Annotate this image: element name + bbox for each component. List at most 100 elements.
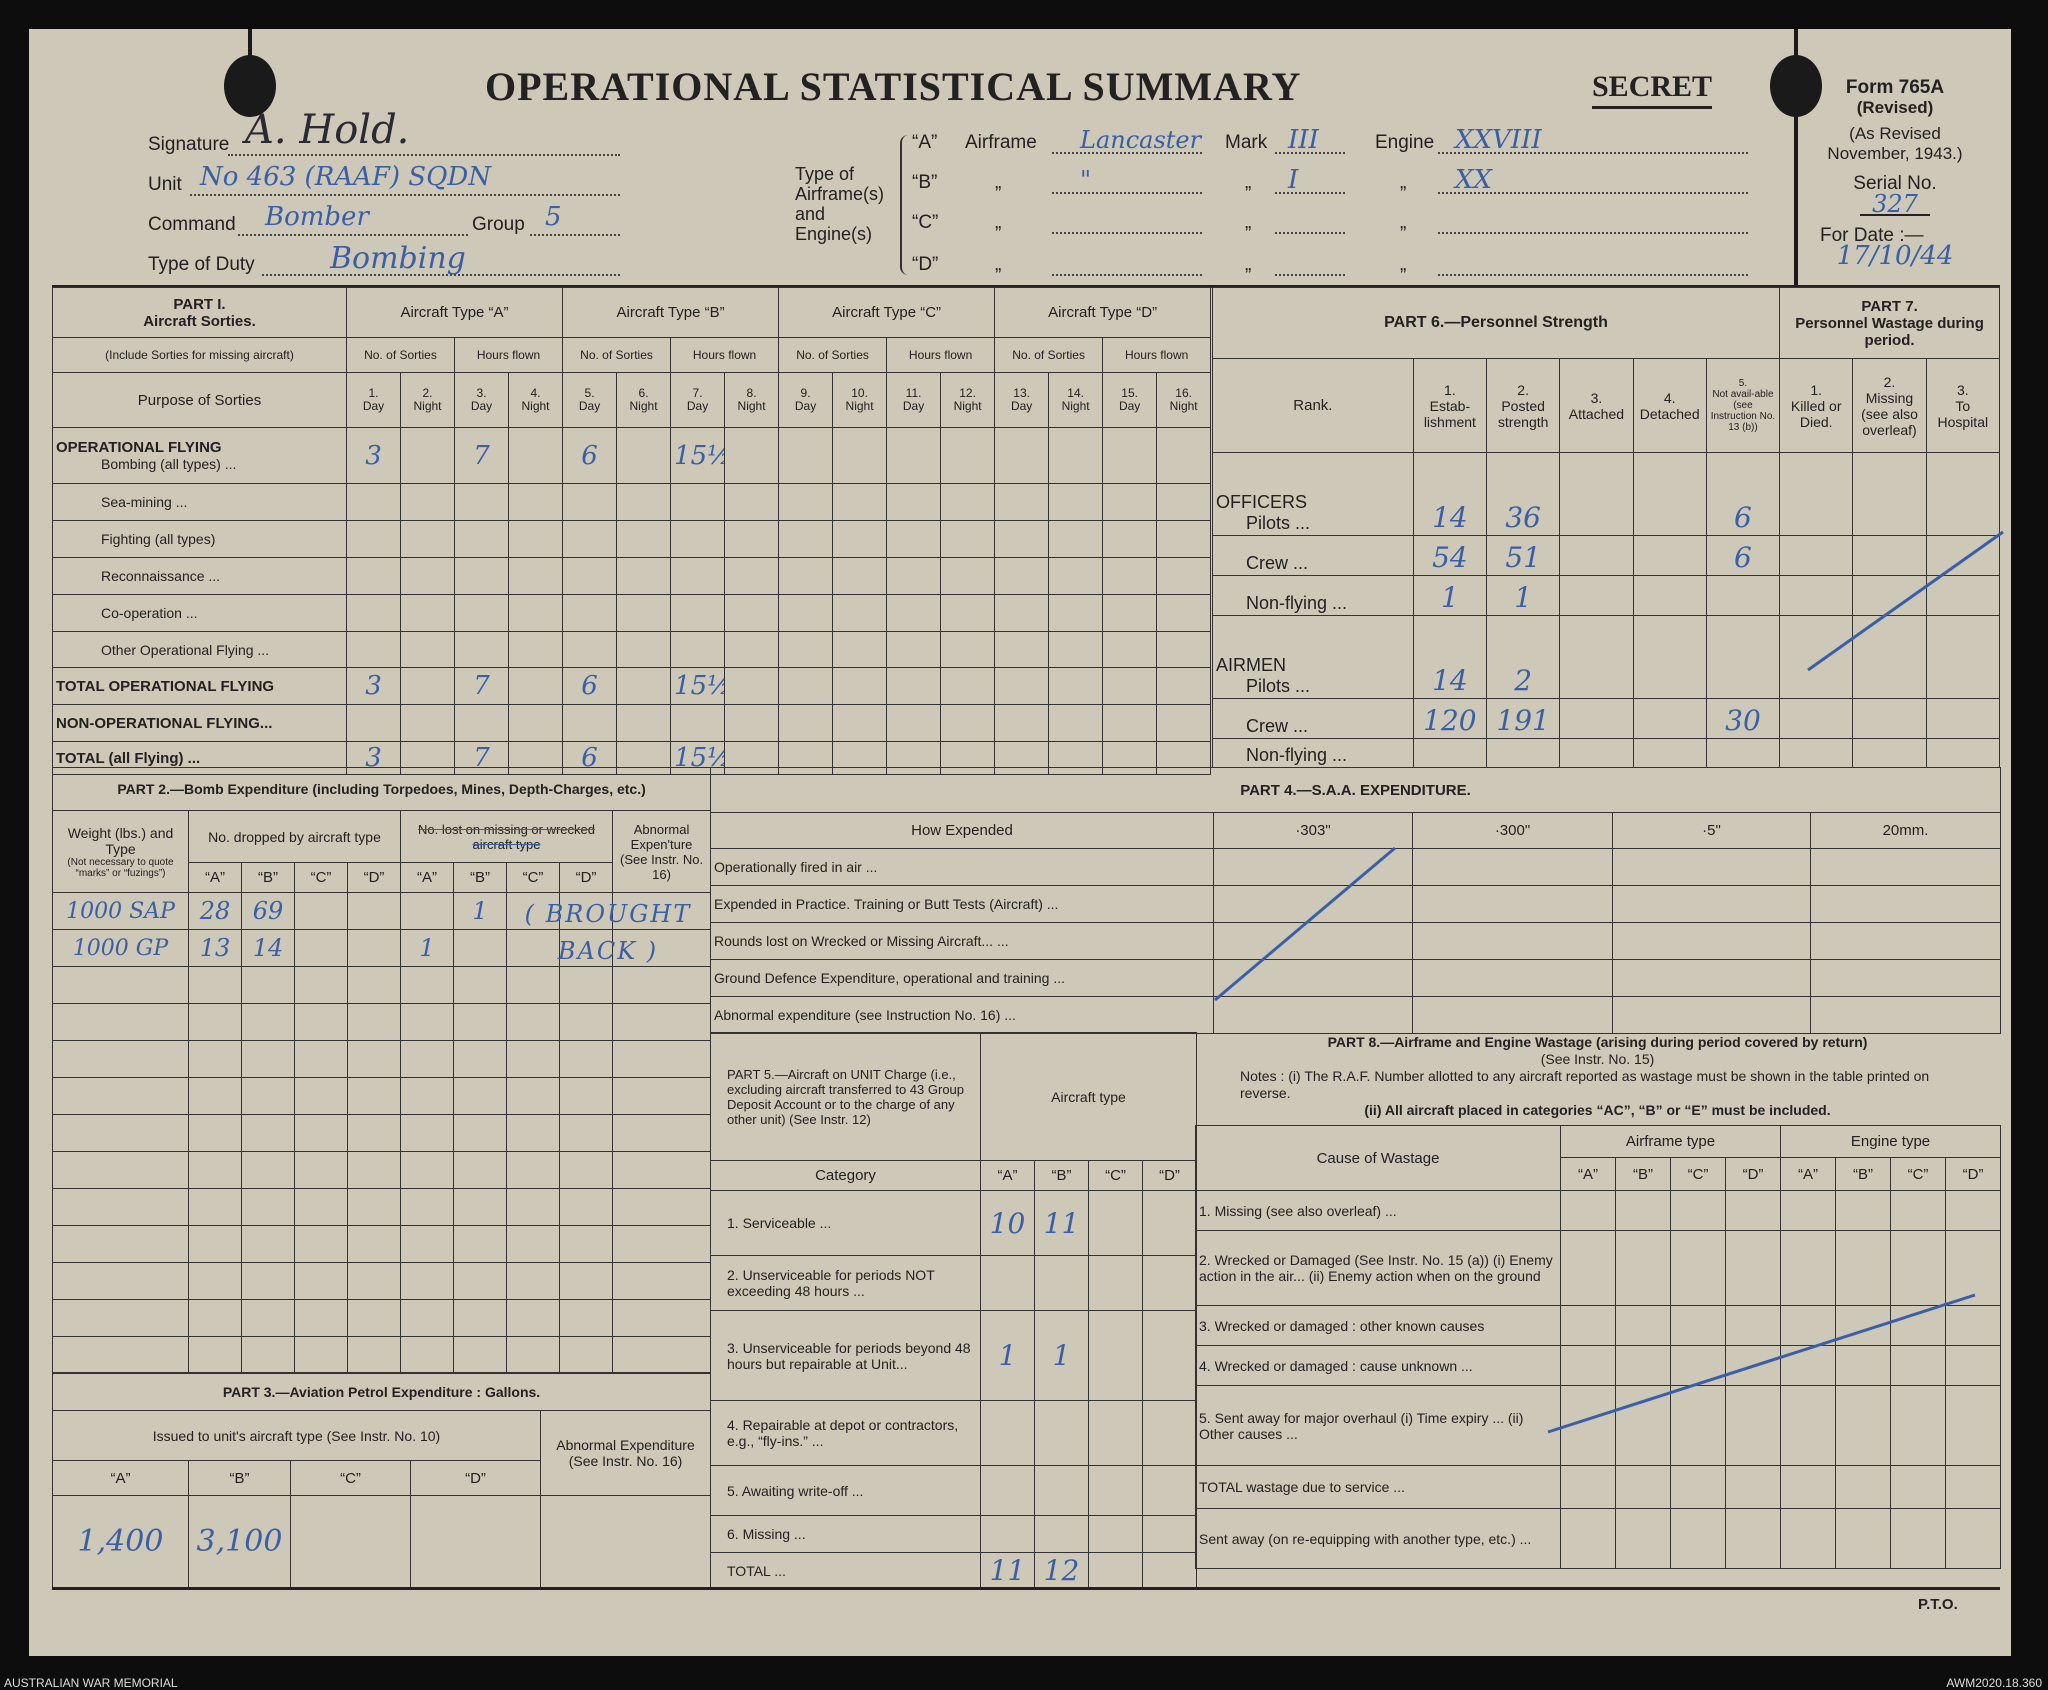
sortie-cell[interactable]: 3 — [365, 440, 382, 471]
personnel-cell[interactable]: 54 — [1432, 541, 1468, 574]
serial-value[interactable]: 327 — [1860, 192, 1930, 216]
personnel-cell[interactable]: 6 — [1734, 501, 1752, 534]
part3-petrol-expenditure: PART 3.—Aviation Petrol Expenditure : Ga… — [51, 1372, 712, 1588]
mark-value[interactable]: I — [1288, 165, 1299, 195]
lost-cell[interactable]: 1 — [472, 897, 488, 925]
sortie-row: Fighting (all types) — [52, 520, 1212, 558]
aircraft-count-cell[interactable]: 11 — [1043, 1206, 1080, 1240]
airframe-value[interactable]: Lancaster — [1080, 126, 1202, 154]
sorties-hours-header: Hours flown — [476, 347, 541, 362]
category-row: 2. Unserviceable for periods NOT exceedi… — [710, 1255, 1198, 1311]
airframe-engine-label: Type of Airframe(s) and Engine(s) — [795, 164, 884, 244]
personnel-cell[interactable]: 30 — [1725, 704, 1761, 737]
personnel-cell[interactable]: 120 — [1423, 704, 1477, 737]
sorties-hours-header: No. of Sorties — [364, 347, 437, 362]
signature-value[interactable]: A. Hold. — [245, 107, 410, 153]
aircraft-count-cell[interactable]: 12 — [1043, 1554, 1080, 1587]
sortie-cell[interactable]: 15½ — [674, 671, 724, 701]
bomb-weight-type[interactable]: 1000 GP — [72, 935, 169, 961]
duty-value[interactable]: Bombing — [330, 241, 466, 276]
personnel-cell[interactable]: 6 — [1734, 541, 1752, 574]
personnel-cell[interactable]: 2 — [1514, 664, 1533, 697]
sortie-row: NON-OPERATIONAL FLYING... — [52, 704, 1212, 742]
personnel-cell[interactable]: 1 — [1514, 581, 1533, 614]
sortie-cell[interactable]: 6 — [581, 743, 598, 773]
sortie-cell[interactable]: 3 — [365, 671, 382, 701]
personnel-row: Crew ... 120 191 30 — [1212, 698, 2001, 739]
date-label: For Date :— — [1820, 225, 1924, 246]
type-header: “B” — [1051, 1167, 1072, 1184]
sortie-cell[interactable]: 3 — [365, 743, 382, 773]
personnel-cell[interactable]: 1 — [1440, 581, 1459, 614]
aircraft-count-cell[interactable]: 1 — [998, 1339, 1017, 1372]
dropped-cell[interactable]: 28 — [199, 897, 231, 925]
unit-value[interactable]: No 463 (RAAF) SQDN — [200, 162, 492, 192]
command-value[interactable]: Bomber — [265, 202, 369, 232]
mark-label: Mark — [1225, 132, 1268, 153]
type-header: “D” — [575, 869, 597, 886]
sorties-hours-header: No. of Sorties — [1012, 347, 1085, 362]
aircraft-count-cell[interactable]: 10 — [989, 1206, 1026, 1240]
lost-cell[interactable]: 1 — [419, 934, 435, 962]
aircraft-count-cell[interactable]: 11 — [989, 1554, 1026, 1587]
personnel-cell[interactable]: 36 — [1505, 501, 1541, 534]
col-number: 4. — [1663, 389, 1676, 406]
dropped-cell[interactable]: 14 — [252, 934, 284, 962]
airframe-value[interactable]: " — [1080, 166, 1092, 194]
part8-instr: (See Instr. No. 15) — [1540, 1051, 1655, 1067]
sortie-cell[interactable]: 6 — [581, 440, 598, 471]
bomb-weight-type[interactable]: 1000 SAP — [66, 898, 175, 924]
col-number: 8. — [746, 386, 757, 400]
part8-note1: Notes : (i) The R.A.F. Number allotted t… — [1240, 1068, 1930, 1101]
ditto-mark: „ — [1400, 254, 1407, 275]
aircraft-count-cell[interactable]: 1 — [1052, 1339, 1071, 1372]
type-header: “B” — [470, 869, 490, 886]
sortie-cell[interactable]: 7 — [473, 440, 490, 471]
type-header: “A” — [417, 869, 437, 886]
personnel-cell[interactable]: 191 — [1496, 704, 1550, 737]
petrol-cell[interactable]: 3,100 — [196, 1524, 283, 1559]
part1-note: (Include Sorties for missing aircraft) — [105, 347, 294, 362]
type-header: “D” — [1962, 1165, 1984, 1183]
type-header: “C” — [1687, 1165, 1709, 1183]
row-label: Fighting (all types) — [101, 531, 216, 547]
dropped-cell[interactable]: 13 — [199, 934, 231, 962]
engine-value[interactable]: XX — [1455, 165, 1493, 195]
col-label: Night — [845, 399, 874, 413]
row-label: Reconnaissance ... — [101, 568, 221, 584]
sortie-cell[interactable]: 7 — [473, 743, 490, 773]
sorties-hours-header: No. of Sorties — [580, 347, 653, 362]
dropped-cell[interactable]: 69 — [252, 897, 284, 925]
aircraft-type-header: Aircraft Type “B” — [616, 304, 725, 321]
sortie-cell[interactable]: 6 — [581, 671, 598, 701]
cause-header: Cause of Wastage — [1316, 1149, 1440, 1167]
sortie-row: Co-operation ... — [52, 594, 1212, 632]
col-label: Attached — [1568, 405, 1625, 422]
airframe-type-letter: “D” — [912, 254, 939, 275]
ditto-mark: „ — [1245, 254, 1252, 275]
col-number: 5. — [584, 386, 595, 400]
type-header: “B” — [229, 1469, 250, 1487]
col-label: Day — [578, 399, 601, 413]
personnel-cell[interactable]: 14 — [1432, 664, 1468, 697]
sortie-row: Sea-mining ... — [52, 483, 1212, 521]
date-value[interactable]: 17/10/44 — [1836, 241, 1954, 271]
col-number: 2. — [422, 386, 433, 400]
col-number: 3. — [1956, 381, 1969, 398]
col-label: Night — [953, 399, 982, 413]
col-label: Not avail-able (see Instruction No. 13 (… — [1710, 389, 1776, 433]
brought-back-annotation: ( BROUGHT BACK ) — [524, 900, 692, 965]
category-label: 1. Serviceable ... — [727, 1215, 832, 1231]
engine-value[interactable]: XXVIII — [1455, 125, 1542, 155]
sortie-cell[interactable]: 7 — [473, 671, 490, 701]
sortie-cell[interactable]: 15½ — [674, 440, 724, 471]
petrol-cell[interactable]: 1,400 — [77, 1524, 164, 1559]
part7-title: PART 7. — [1861, 297, 1918, 315]
mark-value[interactable]: III — [1288, 125, 1319, 155]
group-value[interactable]: 5 — [545, 202, 562, 232]
col-label: Night — [521, 399, 550, 413]
how-expended-header: How Expended — [911, 822, 1013, 839]
personnel-cell[interactable]: 51 — [1505, 541, 1541, 574]
col-number: 13. — [1013, 386, 1030, 400]
personnel-cell[interactable]: 14 — [1432, 501, 1468, 534]
